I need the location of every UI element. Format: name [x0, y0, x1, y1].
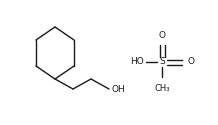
Text: CH₃: CH₃: [154, 84, 170, 93]
Text: O: O: [187, 58, 194, 66]
Text: S: S: [159, 58, 165, 66]
Text: OH: OH: [111, 84, 125, 94]
Text: O: O: [158, 31, 165, 40]
Text: HO: HO: [130, 58, 144, 66]
